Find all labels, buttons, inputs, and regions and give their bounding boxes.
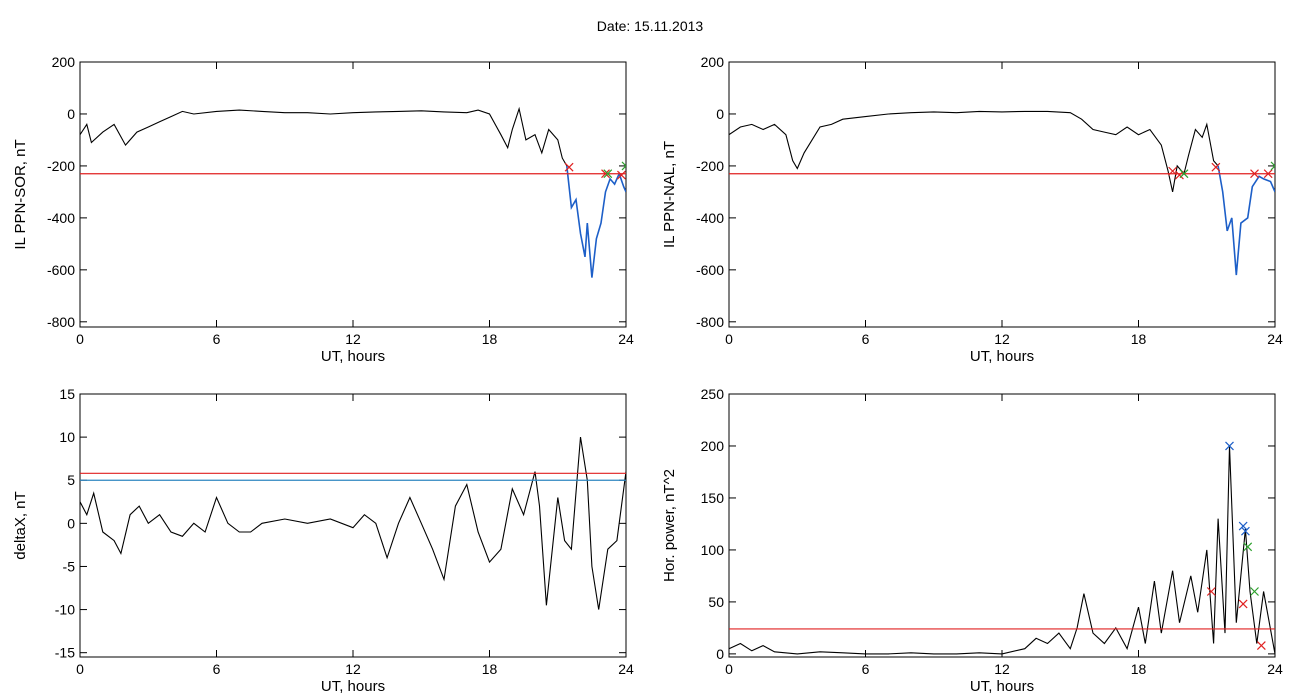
y-tick-label: -10 — [55, 602, 75, 618]
y-tick-label: -800 — [47, 314, 75, 330]
plot-frame — [728, 393, 1276, 658]
x-axis-label: UT, hours — [970, 348, 1034, 365]
data-marker — [1270, 161, 1275, 171]
x-tick-label: 0 — [725, 661, 733, 677]
page-title: Date: 15.11.2013 — [596, 18, 704, 34]
x-tick-label: 6 — [862, 661, 870, 677]
series-line-2 — [566, 165, 626, 278]
y-tick-label: 5 — [67, 472, 75, 488]
x-tick-label: 24 — [618, 661, 634, 677]
plot-area — [80, 437, 626, 610]
x-tick-label: 0 — [725, 331, 733, 347]
y-tick-label: 200 — [701, 54, 725, 70]
plot-area — [729, 441, 1275, 655]
y-tick-label: -600 — [47, 262, 75, 278]
x-tick-label: 18 — [1131, 331, 1147, 347]
y-tick-label: 50 — [708, 594, 724, 610]
x-tick-label: 24 — [1267, 661, 1283, 677]
x-tick-label: 0 — [76, 331, 84, 347]
data-marker — [1250, 587, 1259, 596]
series-line-1 — [729, 110, 1219, 193]
data-marker — [1206, 587, 1216, 596]
data-marker — [1168, 166, 1178, 176]
y-tick-label: -200 — [47, 158, 75, 174]
y-tick-label: 100 — [701, 542, 725, 558]
x-tick-label: 6 — [862, 331, 870, 347]
y-tick-label: -200 — [696, 158, 724, 174]
y-tick-label: -600 — [696, 262, 724, 278]
y-tick-label: 10 — [59, 429, 75, 445]
x-tick-label: 18 — [1131, 661, 1147, 677]
plot-area — [80, 106, 626, 278]
chart-panel-1: 0 6 12 18 24 -800 -600 -400 -200 0 200 UT, hours IL … — [12, 54, 634, 365]
x-tick-label: 12 — [994, 331, 1010, 347]
data-marker — [1256, 641, 1266, 650]
data-marker — [1243, 542, 1253, 552]
y-tick-label: 200 — [701, 438, 725, 454]
series-line-2 — [1217, 165, 1275, 276]
y-axis-label: IL PPN-NAL, nT — [661, 141, 678, 248]
y-tick-label: -800 — [696, 314, 724, 330]
plot-area — [729, 110, 1275, 276]
y-tick-label: 150 — [701, 490, 725, 506]
x-tick-label: 24 — [618, 331, 634, 347]
data-marker — [1241, 526, 1250, 536]
x-tick-label: 18 — [482, 661, 498, 677]
x-axis-label: UT, hours — [321, 348, 385, 365]
x-tick-label: 24 — [1267, 331, 1283, 347]
x-tick-label: 6 — [213, 661, 221, 677]
chart-panel-3: 0 6 12 18 24 -15 -10 -5 0 5 10 15 UT, hours deltaX, n… — [12, 386, 634, 695]
plot-frame — [79, 61, 627, 328]
data-marker — [603, 169, 613, 179]
x-axis-label: UT, hours — [321, 678, 385, 695]
data-marker — [1211, 162, 1221, 172]
series-line-1 — [80, 106, 568, 167]
x-axis-label: UT, hours — [970, 678, 1034, 695]
y-axis-label: IL PPN-SOR, nT — [12, 139, 29, 249]
y-tick-label: 250 — [701, 386, 725, 402]
y-tick-label: 0 — [67, 106, 75, 122]
x-tick-label: 6 — [213, 331, 221, 347]
y-tick-label: -400 — [696, 210, 724, 226]
x-tick-label: 12 — [994, 661, 1010, 677]
chart-panel-4: 0 6 12 18 24 0 50 100 150 200 250 UT, hours Hor. pow… — [661, 386, 1283, 695]
data-marker — [1263, 169, 1273, 179]
x-tick-label: 12 — [345, 661, 361, 677]
data-marker — [1238, 599, 1248, 609]
y-tick-label: -400 — [47, 210, 75, 226]
data-marker — [1250, 169, 1259, 179]
x-tick-label: 12 — [345, 331, 361, 347]
data-marker — [621, 161, 626, 171]
data-marker — [1225, 441, 1234, 451]
data-marker — [601, 169, 610, 179]
data-marker — [617, 170, 626, 180]
y-axis-label: deltaX, nT — [12, 491, 29, 559]
x-tick-label: 18 — [482, 331, 498, 347]
series-line-1 — [80, 437, 626, 610]
y-tick-label: 0 — [716, 646, 724, 662]
y-tick-label: -5 — [63, 558, 76, 574]
y-tick-label: 0 — [716, 106, 724, 122]
y-tick-label: 15 — [59, 386, 75, 402]
series-line-1 — [729, 445, 1275, 655]
x-tick-label: 0 — [76, 661, 84, 677]
data-marker — [1179, 169, 1189, 179]
chart-panel-2: 0 6 12 18 24 -800 -600 -400 -200 0 200 UT, hours IL … — [661, 54, 1283, 365]
data-marker — [1238, 521, 1248, 531]
plot-frame — [728, 61, 1276, 328]
data-marker — [564, 162, 574, 172]
y-tick-label: 200 — [52, 54, 76, 70]
y-axis-label: Hor. power, nT^2 — [661, 469, 678, 582]
y-tick-label: -15 — [55, 645, 75, 661]
y-tick-label: 0 — [67, 515, 75, 531]
plot-frame — [79, 393, 627, 658]
